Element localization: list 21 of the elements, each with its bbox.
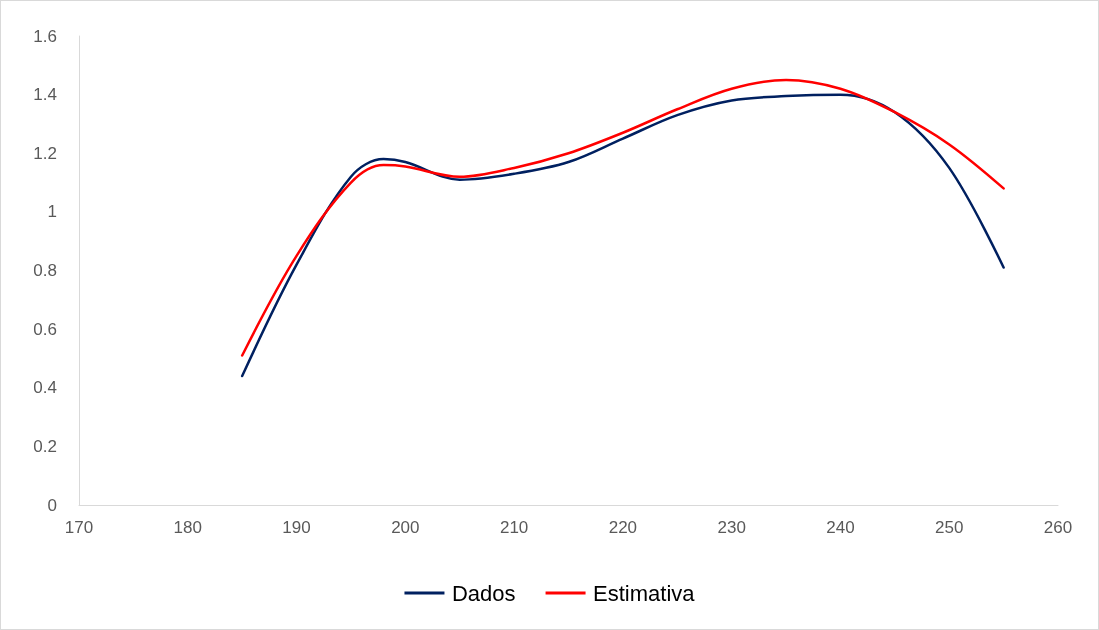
y-tick-label: 1.6 bbox=[33, 26, 57, 46]
x-tick-label: 230 bbox=[717, 518, 746, 537]
x-tick-label: 170 bbox=[64, 518, 94, 537]
x-tick-label: 240 bbox=[826, 518, 855, 537]
x-tick-label: 210 bbox=[499, 518, 529, 537]
y-tick-label: 0.8 bbox=[33, 261, 57, 280]
x-tick-label: 260 bbox=[1043, 518, 1073, 537]
legend-label: Estimativa bbox=[593, 580, 696, 606]
legend-label: Dados bbox=[451, 580, 516, 606]
y-tick-label: 1.2 bbox=[33, 143, 57, 163]
x-tick-label: 190 bbox=[282, 518, 311, 537]
y-tick-label: 0.2 bbox=[33, 436, 57, 456]
y-tick-label: 0.6 bbox=[33, 319, 57, 339]
x-tick-label: 250 bbox=[935, 518, 964, 537]
y-tick-label: 0.4 bbox=[33, 378, 57, 398]
x-tick-label: 180 bbox=[173, 518, 202, 537]
x-tick-label: 220 bbox=[608, 518, 638, 537]
x-tick-label: 200 bbox=[391, 518, 420, 537]
y-tick-label: 0 bbox=[47, 495, 57, 515]
y-tick-label: 1.4 bbox=[33, 85, 57, 105]
y-tick-label: 1 bbox=[47, 202, 57, 222]
